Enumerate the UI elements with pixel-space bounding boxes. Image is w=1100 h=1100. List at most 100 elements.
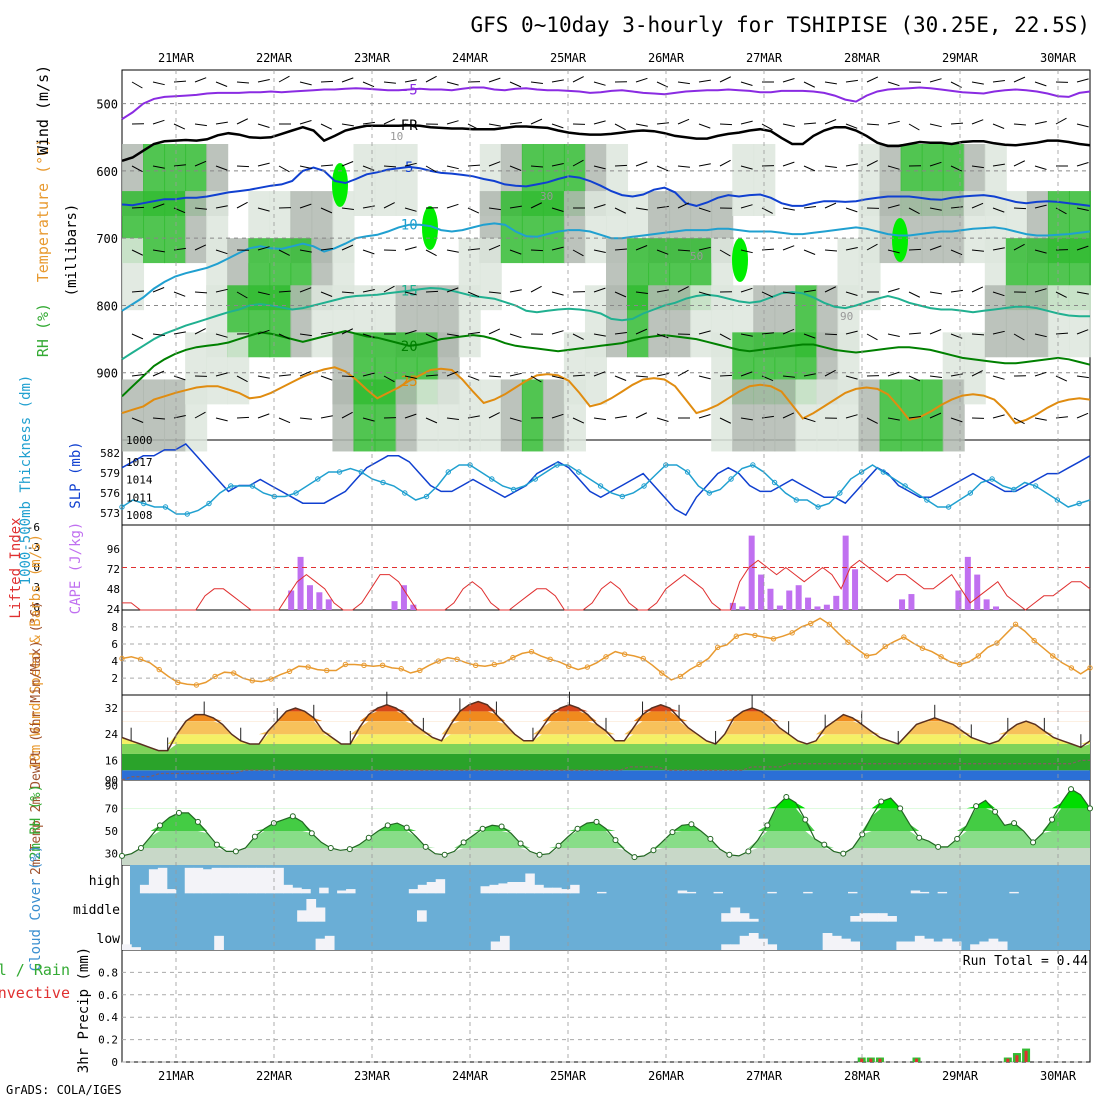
- rh-point: [593, 818, 600, 825]
- rh-shade-cell: [1005, 285, 1028, 358]
- cloud-bar-high: [139, 884, 150, 894]
- chart-title: GFS 0~10day 3-hourly for TSHIPISE (30.25…: [470, 13, 1090, 37]
- wind-barb: [929, 161, 942, 167]
- cape-bar: [758, 574, 765, 610]
- precip-tick: 0.2: [98, 1034, 118, 1047]
- rh-shade-cell: [963, 332, 986, 405]
- wind-barb: [719, 76, 732, 83]
- thickness-line-point: [380, 479, 386, 486]
- thickness-line-point: [1011, 486, 1017, 493]
- wind-barb: [215, 249, 228, 255]
- wind-barb: [488, 412, 500, 419]
- rh-shade-cell: [479, 379, 502, 452]
- cape-bar: [833, 595, 840, 610]
- wind-barb: [488, 375, 502, 378]
- cloud-bar-low: [721, 944, 731, 950]
- rh-shade-cell: [353, 379, 376, 452]
- wind-barb: [257, 413, 270, 419]
- wind-barb: [467, 331, 480, 335]
- wind-barb: [320, 123, 333, 130]
- wind-barb: [446, 165, 459, 170]
- precip-legend-convective: Convective: [0, 984, 70, 1002]
- wind-tick: 2: [111, 672, 118, 685]
- rh-shade-cell: [1047, 285, 1070, 358]
- wind-speed-line-point: [1087, 665, 1093, 671]
- wind-barb: [236, 375, 248, 383]
- wind-barb: [1013, 243, 1025, 251]
- wind-barb: [593, 81, 606, 86]
- wind-barb: [320, 415, 333, 419]
- wind-barb: [845, 163, 858, 167]
- wind-barb: [572, 76, 584, 83]
- cloud-bar-high: [686, 891, 697, 894]
- rh-shade-cell: [227, 332, 250, 405]
- cloud-bar-high: [193, 867, 204, 894]
- thickness-label: 1000-500mb Thickness (dm): [18, 375, 34, 586]
- rh-point: [631, 854, 638, 861]
- wind-barb: [887, 417, 900, 421]
- wind-barb: [1034, 204, 1047, 209]
- pressure-tick: 700: [96, 232, 118, 246]
- wind-barb: [866, 333, 878, 341]
- rh-shade-cell: [248, 285, 271, 358]
- wind-speed-line-point: [919, 645, 926, 651]
- wind-speed-line-point: [175, 679, 181, 686]
- wind-speed-line-point: [677, 673, 684, 680]
- cloud-bar-high: [534, 884, 544, 894]
- wind-barb: [362, 372, 375, 377]
- cloud-bar-high: [713, 891, 724, 894]
- wind-barb: [425, 290, 439, 293]
- rh-shade-cell: [122, 238, 145, 311]
- cloud-bar-low: [905, 941, 916, 950]
- rh-point: [156, 822, 163, 829]
- rh-point: [498, 823, 505, 830]
- cape-bar: [748, 535, 755, 610]
- wind-barb: [152, 370, 165, 377]
- wind-speed-line-point: [417, 667, 423, 674]
- rh-shade-cell: [711, 379, 734, 452]
- cloud-bar-high: [283, 884, 293, 894]
- wind-barb: [992, 207, 1005, 213]
- wind-barb: [929, 329, 942, 335]
- wind-barb: [236, 165, 250, 168]
- wind-barb: [1034, 121, 1047, 125]
- wind-barb: [803, 206, 816, 209]
- thickness-tick: 582: [100, 447, 120, 460]
- rh-point: [1049, 816, 1056, 823]
- wind-barb: [404, 375, 417, 379]
- rh-2m-label: 2m RH (%): [28, 784, 44, 860]
- wind-barb: [950, 122, 964, 125]
- wind-barb: [362, 289, 375, 293]
- wind-barb: [341, 207, 354, 210]
- wind-barb: [572, 249, 584, 257]
- cloud-bar-low: [499, 935, 510, 950]
- wind-barb: [635, 291, 648, 294]
- wind-barb: [1034, 81, 1047, 87]
- wind-barb: [971, 165, 984, 169]
- cape-tick: 96: [107, 543, 120, 556]
- temp-axis-bottom-tick: 90: [105, 774, 118, 787]
- wind-barb: [656, 373, 669, 377]
- wind-barb: [446, 203, 459, 209]
- wind-barb: [551, 246, 564, 251]
- wind-barb: [1076, 412, 1089, 419]
- cape-bar: [739, 606, 746, 610]
- wind-barb: [719, 417, 732, 424]
- thickness-line-point: [162, 504, 169, 510]
- wind-barb: [215, 288, 228, 293]
- cape-bar: [297, 556, 304, 610]
- wind-barb: [467, 123, 479, 130]
- cloud-bar-high: [1009, 891, 1019, 894]
- wind-barb: [1076, 162, 1089, 167]
- rh-point: [878, 798, 885, 805]
- thickness-line-point: [771, 479, 778, 486]
- wind-barb: [656, 122, 669, 125]
- wind-barb: [992, 291, 1005, 297]
- isotherm-10: [121, 222, 1091, 312]
- rh-shade-cell: [627, 285, 650, 358]
- wind-speed-line-point: [472, 662, 479, 669]
- wind-label: Wind (m/s): [34, 65, 52, 155]
- temp-tick: 24: [105, 728, 119, 741]
- wind-barb: [803, 122, 816, 125]
- isotherm-label: 25: [401, 374, 418, 390]
